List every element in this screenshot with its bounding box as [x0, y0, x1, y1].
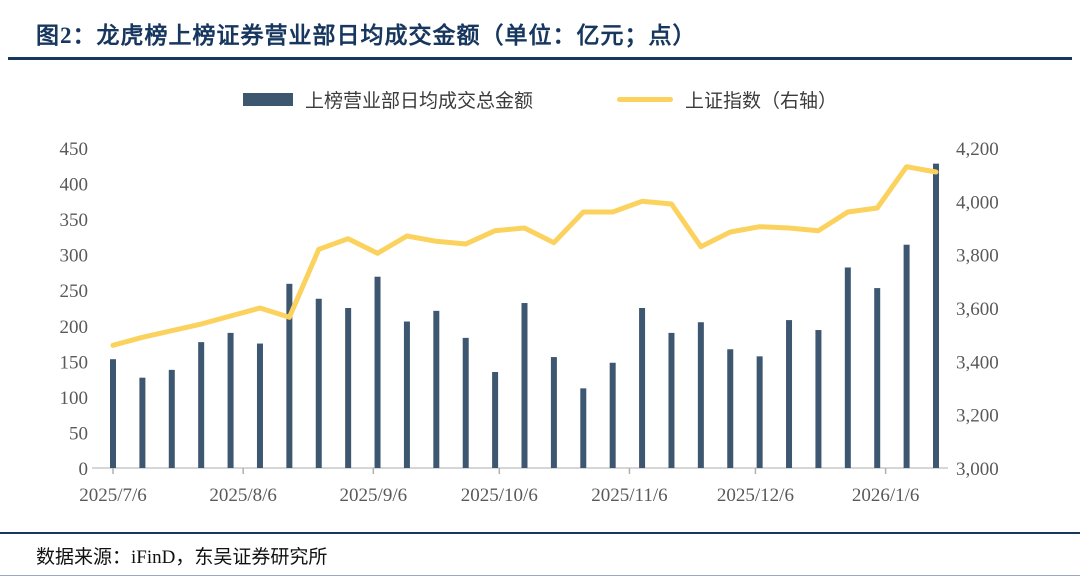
- bar: [697, 322, 704, 468]
- left-axis-tick-label: 150: [60, 352, 89, 373]
- right-axis-tick-label: 3,000: [956, 459, 999, 480]
- x-axis-tick-label: 2026/1/6: [852, 485, 920, 506]
- left-axis-tick-label: 400: [60, 175, 89, 196]
- bar: [580, 388, 587, 468]
- bar: [315, 298, 322, 468]
- index-line: [110, 164, 939, 348]
- right-axis-tick-label: 4,200: [956, 139, 999, 160]
- right-axis-tick-label: 4,000: [956, 192, 999, 213]
- bar: [168, 369, 175, 468]
- bar: [727, 349, 734, 468]
- bottom-divider: [0, 575, 1080, 576]
- x-axis-tick-label: 2025/8/6: [209, 485, 277, 506]
- bar: [374, 276, 381, 468]
- bar: [815, 330, 822, 468]
- legend-item-bar-series: 上榜营业部日均成交总金额: [242, 86, 533, 113]
- bar: [198, 342, 205, 468]
- bar: [110, 359, 116, 468]
- left-axis-tick-label: 250: [60, 281, 89, 302]
- bar: [874, 288, 881, 468]
- bar: [256, 343, 263, 468]
- left-axis-tick-label: 300: [60, 246, 89, 267]
- bar: [139, 377, 146, 468]
- bar: [286, 283, 293, 468]
- bar: [462, 337, 469, 468]
- bar: [756, 356, 763, 468]
- bar-series-swatch-icon: [242, 93, 293, 106]
- title-divider: [8, 57, 1072, 60]
- data-source: 数据来源：iFinD，东吴证券研究所: [36, 547, 328, 568]
- bar: [844, 267, 851, 468]
- left-axis-tick-label: 50: [69, 423, 88, 444]
- chart-title: 图2：龙虎榜上榜证券营业部日均成交金额（单位：亿元；点）: [36, 23, 697, 48]
- right-axis-tick-label: 3,200: [956, 406, 999, 427]
- bar: [639, 308, 646, 468]
- legend-line-label: 上证指数（右轴）: [685, 91, 838, 112]
- bar: [345, 308, 352, 468]
- bar: [786, 320, 793, 468]
- bar: [227, 332, 234, 468]
- chart-legend: 上榜营业部日均成交总金额 上证指数（右轴）: [0, 86, 1080, 113]
- legend-bar-label: 上榜营业部日均成交总金额: [304, 91, 533, 112]
- left-axis-tick-label: 0: [79, 459, 89, 480]
- bar: [492, 372, 499, 468]
- x-axis-tick-label: 2025/10/6: [461, 485, 538, 506]
- right-axis-tick-label: 3,600: [956, 299, 999, 320]
- legend-item-line-series: 上证指数（右轴）: [617, 86, 837, 113]
- x-axis-tick-label: 2025/9/6: [340, 485, 408, 506]
- left-axis-tick-label: 200: [60, 317, 89, 338]
- left-axis-tick-label: 450: [60, 139, 89, 160]
- bar: [903, 244, 910, 468]
- bar: [550, 357, 557, 468]
- bar: [403, 321, 410, 468]
- bar: [433, 310, 440, 468]
- right-axis-tick-label: 3,800: [956, 246, 999, 267]
- bar: [521, 303, 528, 468]
- bar: [609, 362, 616, 468]
- left-axis-tick-label: 350: [60, 210, 89, 231]
- left-axis-tick-label: 100: [60, 388, 89, 409]
- right-axis-tick-label: 3,400: [956, 352, 999, 373]
- x-axis-tick-label: 2025/12/6: [717, 485, 794, 506]
- bar: [933, 163, 939, 468]
- footer-divider: [0, 532, 1080, 534]
- line-series-swatch-icon: [617, 97, 673, 102]
- x-axis-tick-label: 2025/11/6: [591, 485, 667, 506]
- x-axis-tick-label: 2025/7/6: [79, 485, 147, 506]
- bar: [668, 332, 675, 468]
